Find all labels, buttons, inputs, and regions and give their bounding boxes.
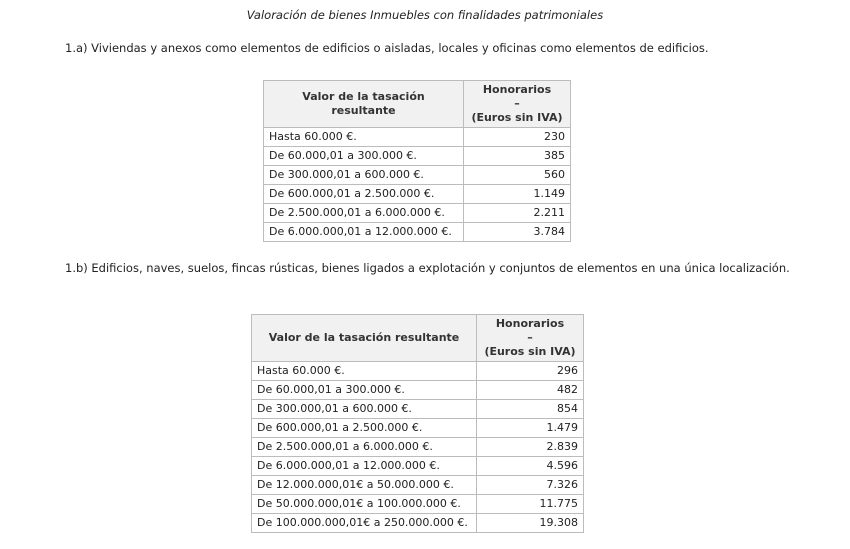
section-b-heading: 1.b) Edificios, naves, suelos, fincas rú…: [65, 261, 790, 275]
fee-cell: 854: [476, 399, 584, 419]
value-range-cell: De 600.000,01 a 2.500.000 €.: [251, 418, 477, 438]
fee-cell: 7.326: [476, 475, 584, 495]
value-range-cell: De 2.500.000,01 a 6.000.000 €.: [263, 203, 464, 223]
header-line: (Euros sin IVA): [484, 345, 576, 358]
fee-cell: 4.596: [476, 456, 584, 476]
value-range-cell: Hasta 60.000 €.: [263, 127, 464, 147]
table-row: De 300.000,01 a 600.000 €. 854: [251, 399, 584, 419]
table-row: De 60.000,01 a 300.000 €. 385: [263, 146, 571, 166]
value-range-cell: De 300.000,01 a 600.000 €.: [263, 165, 464, 185]
column-header-value: Valor de la tasación resultante: [263, 80, 464, 128]
table-row: Hasta 60.000 €. 296: [251, 361, 584, 381]
fee-cell: 230: [463, 127, 571, 147]
table-row: De 600.000,01 a 2.500.000 €. 1.479: [251, 418, 584, 438]
fees-table-a: Valor de la tasación resultante Honorario…: [263, 80, 571, 242]
table-row: De 600.000,01 a 2.500.000 €. 1.149: [263, 184, 571, 204]
value-range-cell: De 60.000,01 a 300.000 €.: [263, 146, 464, 166]
header-line: Honorarios: [482, 83, 552, 96]
value-range-cell: De 300.000,01 a 600.000 €.: [251, 399, 477, 419]
fee-cell: 296: [476, 361, 584, 381]
fee-cell: 3.784: [463, 222, 571, 242]
table-row: De 6.000.000,01 a 12.000.000 €. 4.596: [251, 456, 584, 476]
value-range-cell: De 6.000.000,01 a 12.000.000 €.: [263, 222, 464, 242]
fee-cell: 482: [476, 380, 584, 400]
fee-cell: 385: [463, 146, 571, 166]
table-row: De 2.500.000,01 a 6.000.000 €. 2.839: [251, 437, 584, 457]
page-title: Valoración de bienes Inmuebles con final…: [246, 8, 604, 22]
header-line: (Euros sin IVA): [471, 111, 563, 124]
table-header-row: Valor de la tasación resultante Honorario…: [251, 314, 584, 362]
fee-cell: 2.211: [463, 203, 571, 223]
table-header-row: Valor de la tasación resultante Honorario…: [263, 80, 571, 128]
column-header-fees: Honorarios – (Euros sin IVA): [463, 80, 571, 128]
fee-cell: 1.479: [476, 418, 584, 438]
value-range-cell: De 6.000.000,01 a 12.000.000 €.: [251, 456, 477, 476]
table-row: De 12.000.000,01€ a 50.000.000 €. 7.326: [251, 475, 584, 495]
fee-cell: 1.149: [463, 184, 571, 204]
table-row: De 100.000.000,01€ a 250.000.000 €. 19.30…: [251, 513, 584, 533]
column-header-value: Valor de la tasación resultante: [251, 314, 477, 362]
table-row: De 50.000.000,01€ a 100.000.000 €. 11.775: [251, 494, 584, 514]
value-range-cell: De 2.500.000,01 a 6.000.000 €.: [251, 437, 477, 457]
header-line: –: [527, 331, 533, 344]
table-row: De 300.000,01 a 600.000 €. 560: [263, 165, 571, 185]
fee-cell: 19.308: [476, 513, 584, 533]
section-a-heading: 1.a) Viviendas y anexos como elementos d…: [65, 41, 709, 55]
value-range-cell: De 12.000.000,01€ a 50.000.000 €.: [251, 475, 477, 495]
fee-cell: 560: [463, 165, 571, 185]
value-range-cell: De 60.000,01 a 300.000 €.: [251, 380, 477, 400]
table-row: Hasta 60.000 €. 230: [263, 127, 571, 147]
value-range-cell: De 100.000.000,01€ a 250.000.000 €.: [251, 513, 477, 533]
header-line: Honorarios: [495, 317, 565, 330]
table-row: De 60.000,01 a 300.000 €. 482: [251, 380, 584, 400]
table-row: De 2.500.000,01 a 6.000.000 €. 2.211: [263, 203, 571, 223]
column-header-fees: Honorarios – (Euros sin IVA): [476, 314, 584, 362]
fee-cell: 2.839: [476, 437, 584, 457]
header-line: –: [514, 97, 520, 110]
value-range-cell: De 600.000,01 a 2.500.000 €.: [263, 184, 464, 204]
value-range-cell: Hasta 60.000 €.: [251, 361, 477, 381]
fee-cell: 11.775: [476, 494, 584, 514]
value-range-cell: De 50.000.000,01€ a 100.000.000 €.: [251, 494, 477, 514]
table-row: De 6.000.000,01 a 12.000.000 €. 3.784: [263, 222, 571, 242]
fees-table-b: Valor de la tasación resultante Honorario…: [251, 314, 584, 533]
